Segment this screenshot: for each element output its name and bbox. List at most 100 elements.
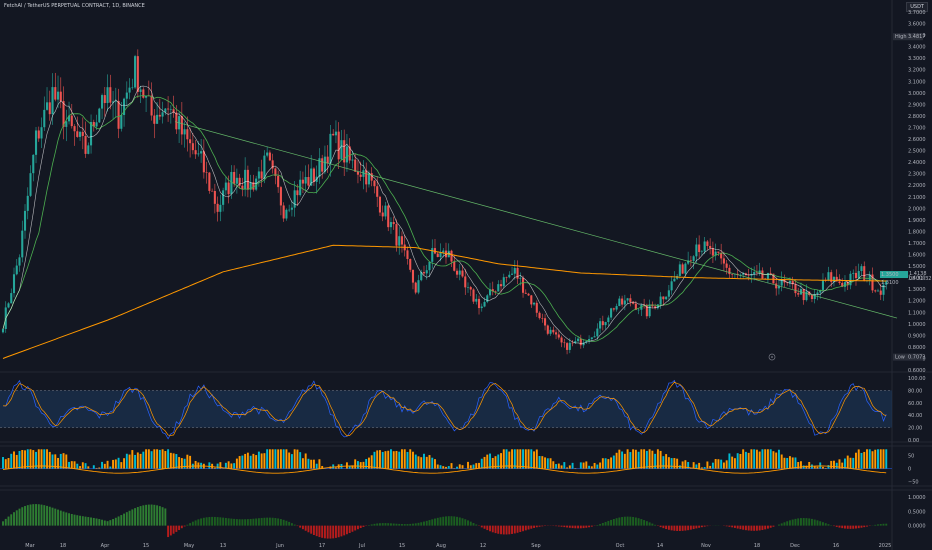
osc-bar (356, 461, 359, 469)
candle-body (92, 121, 95, 127)
candle-body (530, 295, 533, 305)
osc-bar (775, 452, 778, 469)
candle-body (323, 156, 326, 172)
osc-bar (533, 451, 536, 469)
candle-body (882, 284, 885, 295)
osc-bar (654, 453, 657, 469)
osc-bar (549, 458, 552, 469)
hist-bar (334, 525, 337, 538)
osc-bar (475, 463, 478, 469)
hist-bar (599, 524, 602, 526)
candle-body (172, 109, 175, 113)
osc-bar (277, 449, 280, 469)
osc-bar (855, 452, 857, 469)
candle-body (180, 116, 183, 135)
hist-bar (197, 519, 200, 526)
osc-bar (24, 450, 26, 469)
candle-body (816, 292, 819, 295)
osc-bar (59, 453, 62, 469)
price-tick-label: 3.2000 (908, 68, 926, 74)
hist-bar (301, 525, 304, 530)
osc-bar (244, 453, 247, 469)
candle-body (563, 342, 566, 344)
candle-body (797, 293, 800, 295)
candle-body (750, 274, 753, 276)
osc-bar (461, 465, 464, 469)
osc-bar (651, 450, 654, 469)
hist-bar (849, 525, 852, 529)
candle-body (450, 250, 453, 262)
osc-bar (120, 462, 123, 469)
hist-bar (123, 513, 126, 526)
osc-bar (403, 449, 406, 469)
candle-body (662, 296, 665, 300)
osc-bar (761, 449, 764, 469)
candle-body (65, 121, 68, 127)
hist-bar (321, 525, 324, 538)
ma-value-label-2: 1.3100 (881, 280, 899, 286)
candle-body (720, 252, 723, 259)
osc-bar (797, 462, 800, 469)
candle-body (879, 290, 882, 295)
hist-bar (216, 517, 219, 526)
osc-bar (511, 449, 514, 469)
hist-bar (183, 525, 186, 527)
hist-bar (725, 525, 728, 527)
price-tick-label: 2.2000 (908, 183, 926, 189)
hist-bar (571, 525, 574, 529)
osc-bar (607, 459, 610, 469)
osc-bar (830, 460, 833, 469)
osc-bar (722, 462, 725, 469)
candle-body (169, 109, 172, 110)
candle-body (475, 298, 478, 302)
osc-bar (700, 467, 703, 469)
osc-tick-label: −50 (908, 479, 919, 485)
osc-bar (692, 462, 695, 469)
x-tick-label: 16 (833, 543, 839, 549)
osc-bar (524, 449, 527, 469)
candle-body (623, 300, 626, 305)
candle-body (780, 279, 783, 286)
osc-bar (667, 457, 670, 469)
hist-bar (764, 525, 767, 530)
hist-bar (131, 509, 134, 526)
osc-bar (423, 453, 425, 469)
hist-bar (516, 525, 519, 533)
hist-bar (310, 525, 313, 534)
osc-bar (469, 465, 472, 469)
candle-body (610, 308, 613, 318)
osc-bar (868, 449, 871, 469)
hist-bar (786, 521, 789, 526)
candle-body (161, 112, 164, 117)
osc-bar (626, 449, 629, 469)
hist-bar (323, 525, 326, 539)
candle-body (26, 195, 29, 211)
osc-bar (37, 449, 40, 469)
hist-bar (447, 516, 450, 526)
candle-body (150, 95, 153, 116)
osc-bar (46, 449, 48, 469)
hist-bar (46, 505, 48, 526)
hist-bar (87, 517, 90, 526)
currency-button[interactable]: USDT (906, 2, 928, 12)
hist-bar (491, 525, 494, 533)
osc-bar (263, 453, 266, 469)
osc-bar (147, 449, 150, 469)
candle-body (202, 151, 205, 173)
hist-bar (816, 520, 819, 526)
osc-bar (318, 459, 321, 469)
osc-bar (161, 449, 164, 469)
candle-body (722, 258, 725, 264)
hist-bar (414, 523, 417, 526)
hist-bar (43, 505, 46, 526)
osc-bar (21, 450, 24, 469)
candle-body (12, 274, 16, 294)
price-tick-label: 0.8000 (908, 345, 926, 351)
osc-bar (282, 449, 285, 469)
candle-body (431, 248, 434, 262)
candle-body (241, 185, 244, 190)
hist-bar (431, 519, 434, 526)
osc-bar (698, 462, 701, 469)
osc-bar (590, 466, 593, 469)
